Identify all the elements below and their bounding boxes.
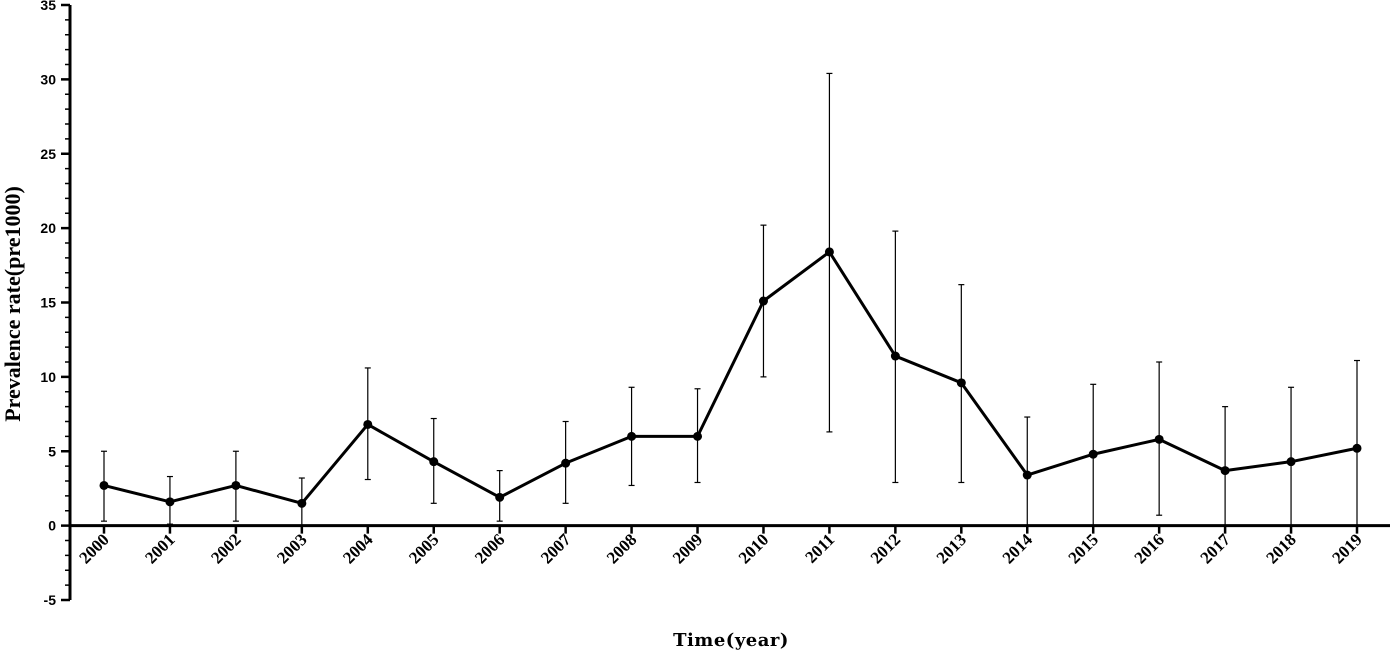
x-tick-label: 2011 — [801, 530, 838, 567]
y-tick-label: 15 — [40, 295, 56, 311]
x-tick-label: 2005 — [405, 530, 442, 567]
x-tick-label: 2004 — [339, 530, 377, 568]
data-point — [1352, 443, 1362, 453]
x-tick-label: 2002 — [207, 530, 244, 567]
x-tick-label: 2007 — [537, 530, 575, 568]
x-tick-label: 2017 — [1196, 530, 1234, 568]
y-tick-label: 30 — [40, 71, 56, 87]
series-line-group — [103, 250, 1358, 505]
x-tick-label: 2000 — [75, 530, 112, 567]
x-axis-label: Time(year) — [673, 630, 789, 651]
x-tick-label: 2009 — [669, 530, 706, 567]
x-tick-label: 2008 — [603, 530, 640, 567]
x-tick-label: 2013 — [933, 530, 970, 567]
data-point — [561, 458, 571, 468]
y-tick-label: 20 — [40, 220, 56, 236]
axes: -5 0 5 10 15 20 25 30 35 2000 2001 2002 2003 2004 2005… — [40, 0, 1390, 608]
data-point — [297, 498, 307, 508]
data-point — [231, 480, 241, 490]
x-tick-label: 2015 — [1065, 530, 1102, 567]
x-tick-label: 2019 — [1328, 530, 1365, 567]
data-point — [495, 492, 505, 502]
y-tick-label: 35 — [40, 0, 56, 13]
data-point — [165, 497, 175, 507]
data-point — [693, 431, 703, 441]
error-bars — [101, 72, 1360, 527]
data-points — [99, 247, 1362, 508]
x-tick-label: 2012 — [867, 530, 904, 567]
data-point — [890, 351, 900, 361]
y-tick-label: 0 — [48, 518, 56, 534]
data-point — [429, 457, 439, 467]
x-tick-label: 2001 — [141, 530, 178, 567]
x-tick-label: 2006 — [471, 530, 508, 567]
x-tick-label: 2010 — [735, 530, 772, 567]
y-tick-label: 10 — [40, 369, 56, 385]
data-point — [1154, 434, 1164, 444]
data-point — [956, 378, 966, 388]
data-point — [1088, 449, 1098, 459]
y-tick-label: 25 — [40, 146, 56, 162]
data-point — [627, 431, 637, 441]
y-tick-label: -5 — [44, 592, 57, 608]
x-tick-label: 2003 — [273, 530, 310, 567]
x-tick-label: 2018 — [1262, 530, 1299, 567]
data-point — [758, 296, 768, 306]
data-point — [824, 247, 834, 257]
data-point — [1286, 457, 1296, 467]
data-point — [363, 419, 373, 429]
x-tick-label: 2014 — [999, 530, 1037, 568]
data-point — [1022, 470, 1032, 480]
data-point — [1220, 466, 1230, 476]
series-line — [103, 250, 1358, 505]
x-tick-label: 2016 — [1131, 530, 1168, 567]
data-point — [99, 480, 109, 490]
y-tick-label: 5 — [48, 443, 56, 459]
y-axis-label: Prevalence rate(pre1000) — [0, 186, 25, 422]
